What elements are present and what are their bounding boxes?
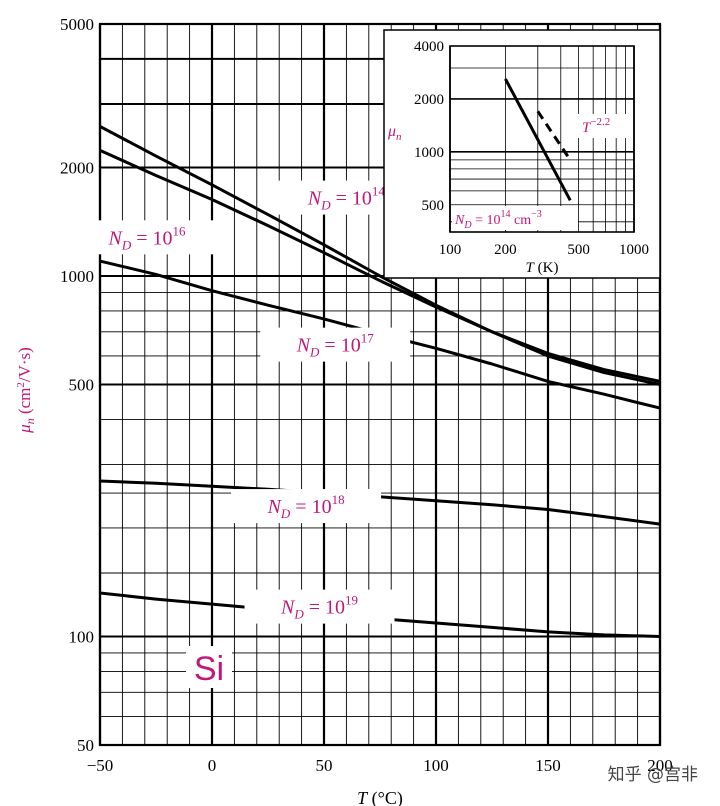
- inset-x-axis-label: T (K): [526, 260, 559, 276]
- series-label-bg: [260, 327, 411, 362]
- inset-x-tick-label: 100: [439, 242, 462, 258]
- x-tick-label: 50: [316, 756, 333, 775]
- watermark: 知乎 @宫非: [608, 765, 698, 785]
- inset-y-tick-label: 2000: [414, 92, 444, 108]
- inset-frame: [449, 45, 635, 233]
- y-tick-label: 100: [69, 627, 95, 646]
- inset-chart: T−2.2 ND = 1014 cm−3 100 200 500 1000 4000 2000…: [383, 29, 661, 279]
- y-tick-label: 50: [77, 736, 94, 755]
- axis-ticks: −50 0 50 100 150 200 5000 2000 1000 500 100 50: [60, 15, 673, 775]
- inset-x-tick-label: 200: [494, 242, 517, 258]
- x-tick-label: 100: [423, 756, 449, 775]
- x-tick-label: 200: [647, 756, 673, 775]
- inset-y-tick-label: 4000: [414, 39, 444, 55]
- series-label-14: ND = 1014: [307, 184, 386, 213]
- series-line-14: [99, 125, 661, 386]
- inset-annotation: T−2.2: [582, 116, 610, 136]
- x-tick-label: −50: [87, 756, 114, 775]
- y-tick-label: 5000: [60, 15, 94, 34]
- inset-series-solid: [504, 78, 572, 202]
- y-tick-label: 1000: [60, 267, 94, 286]
- series-label-19: ND = 1019: [280, 593, 358, 622]
- inset-y-tick-label: 1000: [414, 145, 444, 161]
- inset-annotation-bg: [578, 114, 628, 138]
- inset-x-tick-label: 500: [567, 242, 590, 258]
- inset-y-axis-label: μn: [387, 123, 402, 143]
- inset-y-tick-label: 500: [422, 198, 445, 214]
- series-label-18: ND = 1018: [267, 492, 345, 521]
- main-grid: [98, 22, 662, 747]
- series-label-bg: [231, 489, 382, 524]
- x-tick-label: 0: [208, 756, 217, 775]
- x-tick-label: 150: [535, 756, 561, 775]
- inset-series-label: ND = 1014 cm−3: [454, 209, 542, 231]
- inset-series-label-bg: [452, 206, 578, 230]
- series-label-bg: [244, 589, 395, 624]
- y-tick-label: 2000: [60, 158, 94, 177]
- inset-x-tick-label: 1000: [619, 242, 649, 258]
- material-label: Si: [194, 650, 224, 688]
- series-line-16: [99, 149, 661, 383]
- y-tick-label: 500: [69, 376, 95, 395]
- y-axis-label: μn (cm2/V·s): [15, 347, 37, 434]
- series-label-bg: [72, 220, 223, 255]
- series-label-16: ND = 1016: [108, 223, 187, 252]
- inset-series-dashed: [536, 110, 572, 161]
- si-label-bg: [186, 646, 232, 688]
- inset-background: [383, 29, 661, 279]
- series-label-17: ND = 1017: [296, 331, 375, 360]
- x-axis-label: T (°C): [357, 788, 403, 806]
